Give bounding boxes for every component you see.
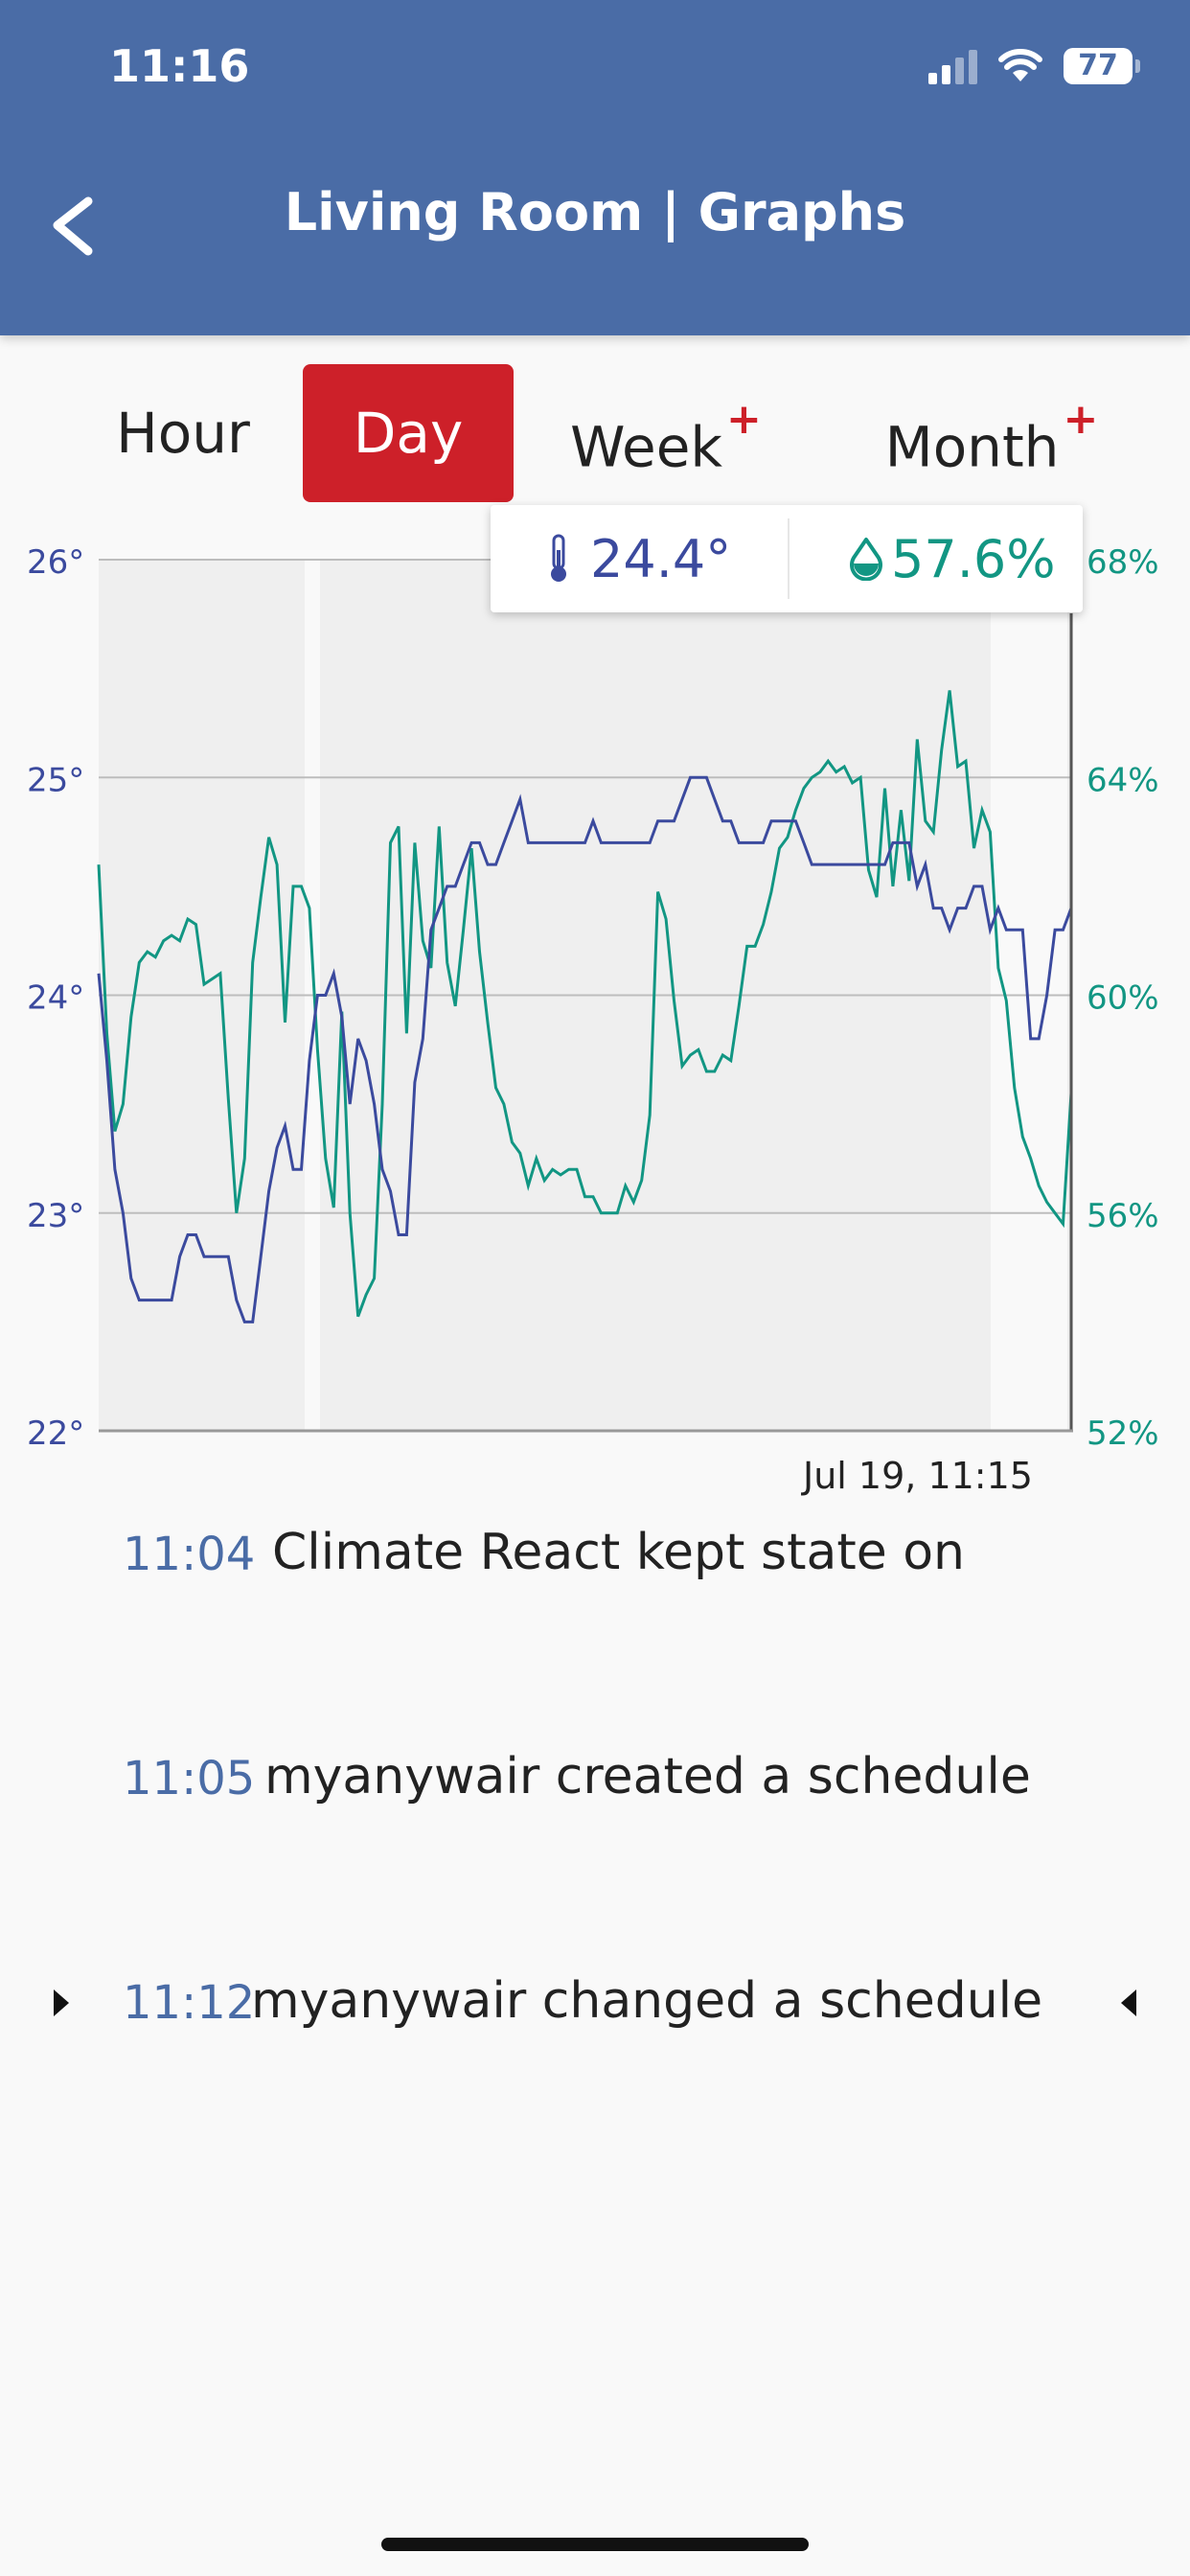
tab-hour-label: Hour xyxy=(116,401,250,466)
left-axis-tick-label: 23° xyxy=(27,1197,84,1235)
event-text: myanywair created a schedule xyxy=(264,1748,1031,1806)
tooltip-humidity-value: 57.6% xyxy=(891,528,1056,589)
tab-hour[interactable]: Hour xyxy=(84,364,282,502)
chart-tooltip: 24.4° 57.6% xyxy=(491,505,1083,612)
left-axis-tick-label: 24° xyxy=(27,979,84,1018)
tooltip-humidity: 57.6% xyxy=(847,505,1056,612)
tooltip-divider xyxy=(788,518,790,599)
tab-week[interactable]: Week+ xyxy=(556,364,776,502)
right-axis-tick-label: 52% xyxy=(1087,1414,1159,1453)
battery-level: 77 xyxy=(1078,49,1118,82)
home-indicator xyxy=(381,2538,809,2551)
event-text: Climate React kept state on xyxy=(272,1524,965,1581)
tooltip-temperature-value: 24.4° xyxy=(590,528,732,589)
tab-month-label: Month xyxy=(884,414,1060,480)
status-time: 11:16 xyxy=(109,40,250,92)
left-axis-tick-label: 26° xyxy=(27,543,84,582)
tab-week-label: Week xyxy=(570,414,723,480)
left-axis-tick-label: 22° xyxy=(27,1414,84,1453)
event-text: myanywair changed a schedule xyxy=(251,1972,1043,2030)
caret-left-icon xyxy=(1121,1990,1136,2016)
event-time: 11:04 xyxy=(123,1528,256,1581)
humidity-drop-icon xyxy=(850,538,882,581)
right-axis-tick-label: 56% xyxy=(1087,1197,1159,1235)
cellular-signal-icon xyxy=(928,48,977,84)
event-row[interactable]: 11:04 Climate React kept state on xyxy=(0,1510,1190,1597)
humidity-series-line xyxy=(97,690,1073,1318)
tab-day[interactable]: Day xyxy=(303,364,514,502)
right-axis-tick-label: 64% xyxy=(1087,761,1159,799)
chart-x-label: Jul 19, 11:15 xyxy=(803,1455,1033,1497)
right-axis-tick-label: 68% xyxy=(1087,543,1159,582)
premium-plus-icon: + xyxy=(1063,395,1099,444)
caret-right-icon xyxy=(54,1990,69,2016)
thermometer-icon xyxy=(551,534,566,582)
event-time: 11:05 xyxy=(123,1752,256,1806)
tab-month[interactable]: Month+ xyxy=(853,364,1131,502)
right-axis-tick-label: 60% xyxy=(1087,979,1159,1018)
tab-day-label: Day xyxy=(353,401,464,466)
premium-plus-icon: + xyxy=(726,395,762,444)
event-row[interactable]: 11:12 myanywair changed a schedule xyxy=(0,1959,1190,2045)
status-icons: 77 xyxy=(928,42,1140,90)
page-title: Living Room | Graphs xyxy=(284,182,906,242)
battery-icon: 77 xyxy=(1064,48,1140,84)
left-axis-tick-label: 25° xyxy=(27,761,84,799)
temperature-series-line xyxy=(97,775,1073,1323)
app-header: 11:16 77 Living Room | Graphs xyxy=(0,0,1190,335)
event-row[interactable]: 11:05 myanywair created a schedule xyxy=(0,1735,1190,1821)
tooltip-temperature: 24.4° xyxy=(546,505,731,612)
climate-chart[interactable]: 22° 23° 24° 25° 26° 52% 56% 60% 64% 68% xyxy=(0,498,1190,1457)
wifi-icon xyxy=(998,49,1042,81)
event-time: 11:12 xyxy=(123,1976,256,2030)
back-chevron-icon[interactable] xyxy=(42,182,109,268)
time-range-tabs: Hour Day Week+ Month+ xyxy=(0,364,1190,502)
